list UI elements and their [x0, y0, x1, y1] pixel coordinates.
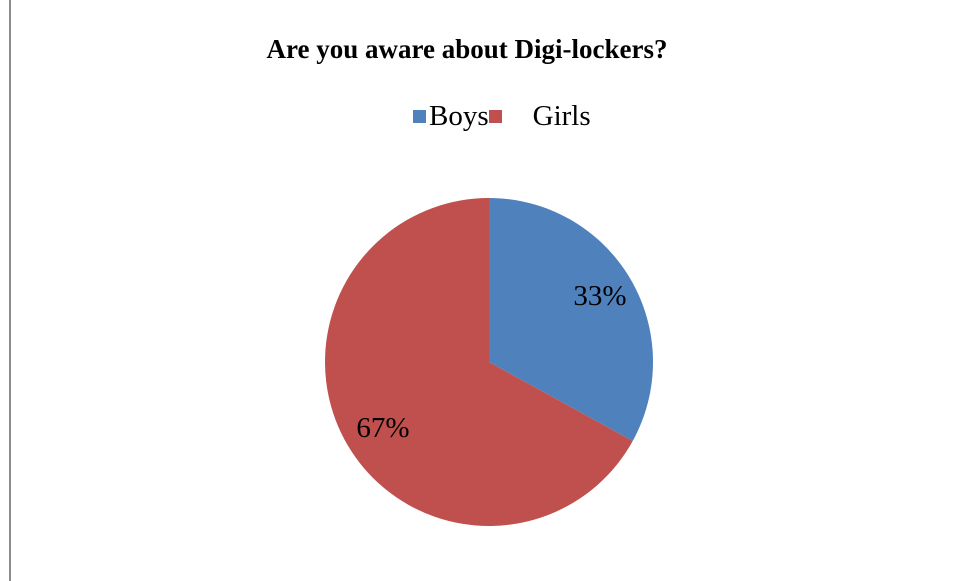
legend-label-girls: Girls: [532, 100, 591, 132]
left-border-rule: [9, 0, 11, 581]
data-label-boys: 33%: [573, 280, 626, 312]
data-label-girls: 67%: [356, 412, 409, 444]
pie-slices: [325, 198, 653, 526]
legend-swatch-boys: [413, 110, 426, 123]
pie-slice-girls: [325, 198, 633, 526]
legend-item-boys: Boys: [413, 100, 489, 133]
chart-legend: Boys Girls: [413, 98, 591, 133]
legend-label-boys: Boys: [429, 100, 489, 132]
legend-swatch-girls: [488, 110, 502, 123]
legend-item-girls: Girls: [488, 100, 591, 133]
pie-slice-boys: [489, 198, 653, 442]
chart-title: Are you aware about Digi-lockers?: [266, 34, 668, 64]
